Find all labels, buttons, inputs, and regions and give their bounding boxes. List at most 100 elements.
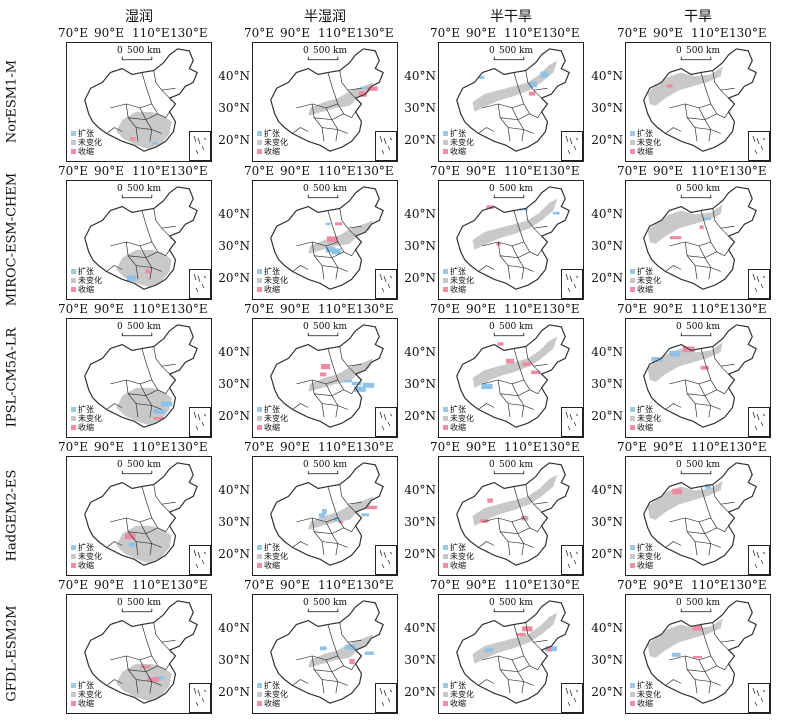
legend-swatch — [630, 425, 635, 430]
legend-label: 收缩 — [264, 147, 280, 156]
legend-swatch — [71, 563, 76, 568]
legend-item: 未变化 — [257, 552, 288, 561]
lon-tick-label: 90°E — [94, 164, 125, 178]
lon-tick-label: 90°E — [653, 440, 684, 454]
expansion-patch — [351, 381, 362, 386]
lon-tick-label: 130°E — [542, 440, 580, 454]
province-boundary — [161, 225, 176, 229]
province-boundary — [325, 659, 339, 694]
contraction-patch — [335, 222, 343, 226]
lat-tick-label: 40°N — [218, 207, 250, 221]
map-legend: 扩张 未变化 收缩 — [257, 681, 288, 708]
province-boundary — [339, 208, 356, 237]
province-boundary — [511, 659, 525, 694]
province-boundary — [327, 348, 339, 381]
china-map — [270, 186, 384, 290]
lon-tick-label: 130°E — [542, 302, 580, 316]
china-map — [643, 324, 757, 428]
south-china-sea-inset — [375, 131, 397, 161]
legend-label: 收缩 — [450, 285, 466, 294]
province-boundary — [513, 210, 525, 243]
national-border — [84, 186, 198, 290]
province-boundary — [153, 622, 170, 651]
contraction-patch — [547, 646, 552, 652]
contraction-patch — [692, 655, 702, 659]
lon-tick-label: 70°E — [430, 302, 461, 316]
column-title-2: 半干旱 — [490, 9, 532, 25]
contraction-patch — [486, 205, 494, 210]
province-boundary — [135, 265, 162, 272]
scale-bar-label: 500 km — [313, 322, 348, 332]
expansion-patch — [705, 484, 712, 489]
province-boundary — [665, 541, 682, 548]
contraction-patch — [487, 498, 493, 503]
province-boundary — [135, 679, 162, 686]
lon-tick-label: 110°E — [318, 302, 356, 316]
province-boundary — [321, 127, 348, 134]
scale-bar-zero: 0 — [676, 322, 682, 332]
scale-bar-label: 500 km — [686, 460, 721, 470]
contraction-patch — [358, 91, 367, 97]
legend-swatch — [71, 269, 76, 274]
province-boundary — [337, 517, 356, 533]
legend-item: 未变化 — [630, 690, 661, 699]
legend-swatch — [443, 149, 448, 154]
province-boundary — [125, 241, 139, 280]
scale-bar-zero: 0 — [303, 460, 309, 470]
province-boundary — [321, 265, 348, 272]
legend-label: 收缩 — [450, 423, 466, 432]
province-boundary — [720, 639, 735, 643]
contraction-patch — [531, 370, 541, 375]
legend-swatch — [630, 269, 635, 274]
map-legend: 扩张 未变化 收缩 — [443, 681, 474, 708]
lat-tick-label: 30°N — [591, 653, 623, 667]
province-boundary — [507, 127, 534, 134]
column-title-0: 湿润 — [125, 9, 153, 25]
province-boundary — [292, 403, 309, 410]
lon-tick-label: 70°E — [58, 164, 89, 178]
map-legend: 扩张 未变化 收缩 — [71, 267, 102, 294]
province-boundary — [311, 655, 325, 694]
province-boundary — [712, 70, 729, 99]
lon-tick-label: 110°E — [504, 164, 542, 178]
contraction-patch — [349, 658, 355, 665]
contraction-patch — [516, 632, 526, 637]
province-boundary — [325, 383, 339, 418]
province-boundary — [337, 655, 356, 671]
province-boundary — [314, 113, 344, 121]
legend-label: 未变化 — [450, 414, 474, 423]
legend-label: 未变化 — [637, 690, 661, 699]
legend-label: 扩张 — [450, 543, 466, 552]
model-label-1: MIROC-ESM-CHEM — [4, 172, 20, 307]
legend-swatch — [443, 701, 448, 706]
no-change-region — [647, 204, 723, 244]
province-boundary — [669, 655, 711, 661]
province-boundary — [106, 265, 123, 272]
national-border — [456, 600, 570, 704]
province-boundary — [339, 484, 356, 513]
scale-bar-label: 500 km — [499, 184, 534, 194]
province-boundary — [513, 72, 525, 105]
lon-tick-label: 110°E — [691, 164, 729, 178]
province-boundary — [139, 659, 153, 694]
province-boundary — [139, 383, 153, 418]
south-china-sea-inset — [375, 545, 397, 575]
no-change-region — [472, 336, 558, 388]
legend-swatch — [630, 545, 635, 550]
lon-tick-label: 110°E — [132, 164, 170, 178]
legend-label: 扩张 — [450, 405, 466, 414]
province-boundary — [151, 655, 170, 671]
province-boundary — [106, 679, 123, 686]
lon-tick-label: 70°E — [58, 440, 89, 454]
scale-bar-label: 500 km — [127, 322, 162, 332]
legend-label: 未变化 — [264, 414, 288, 423]
south-china-sea-inset — [375, 407, 397, 437]
province-boundary — [669, 241, 711, 247]
legend-label: 未变化 — [264, 138, 288, 147]
china-map — [84, 462, 198, 566]
contraction-patch — [692, 625, 703, 631]
expansion-patch — [322, 508, 327, 515]
province-boundary — [523, 241, 542, 257]
legend-swatch — [630, 701, 635, 706]
legend-swatch — [630, 287, 635, 292]
